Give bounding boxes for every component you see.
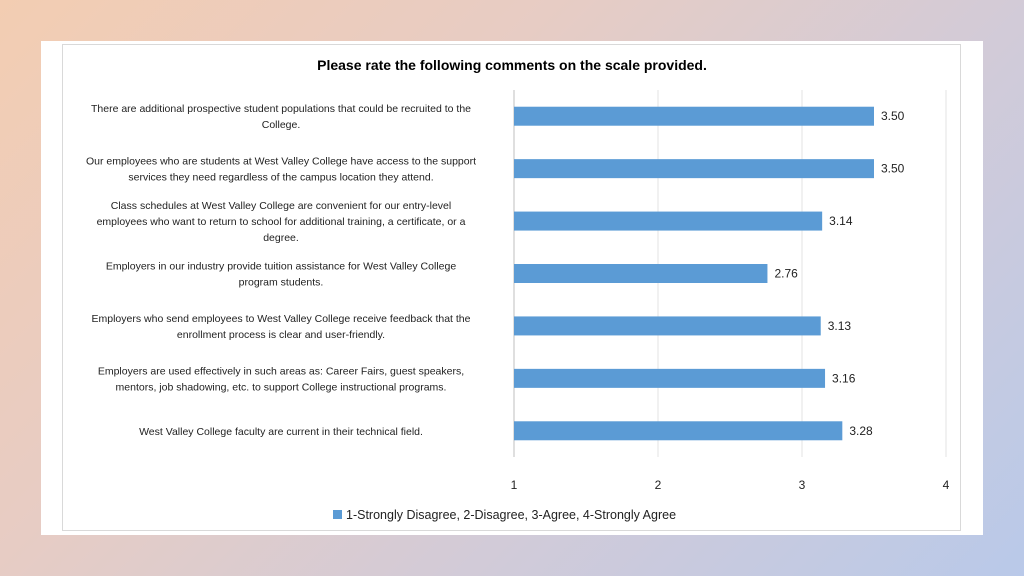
legend: 1-Strongly Disagree, 2-Disagree, 3-Agree… — [333, 508, 676, 522]
x-axis-ticks: 1 2 3 4 — [511, 478, 950, 492]
tick-label: 1 — [511, 478, 518, 492]
bar — [514, 106, 874, 126]
bar — [514, 159, 874, 179]
category-label-line: Our employees who are students at West V… — [86, 156, 476, 168]
category-label-line: Employers who send employees to West Val… — [92, 313, 471, 325]
bar — [514, 421, 843, 441]
category-label-line: employees who want to return to school f… — [97, 216, 466, 228]
data-label: 3.14 — [829, 214, 853, 228]
bar — [514, 316, 821, 336]
category-label: Employers are used effectively in such a… — [98, 365, 464, 393]
tick-label: 4 — [943, 478, 950, 492]
bar — [514, 211, 823, 231]
legend-swatch — [333, 510, 342, 519]
category-label: Our employees who are students at West V… — [86, 156, 476, 184]
category-label-line: mentors, job shadowing, etc. to support … — [116, 381, 447, 393]
category-labels: There are additional prospective student… — [86, 103, 476, 438]
category-label-line: Class schedules at West Valley College a… — [111, 200, 451, 212]
chart-card: Please rate the following comments on th… — [41, 41, 983, 535]
tick-label: 2 — [655, 478, 662, 492]
category-label-line: College. — [262, 119, 301, 131]
data-label: 3.28 — [849, 424, 873, 438]
tick-label: 3 — [799, 478, 806, 492]
category-label-line: enrollment process is clear and user-fri… — [177, 329, 385, 341]
category-label-line: Employers in our industry provide tuitio… — [106, 261, 457, 273]
data-label: 3.16 — [832, 371, 856, 385]
category-label: There are additional prospective student… — [91, 103, 471, 131]
data-label: 2.76 — [774, 267, 798, 281]
data-labels: 3.50 3.50 3.14 2.76 3.13 3.16 3.28 — [774, 109, 904, 438]
data-label: 3.13 — [828, 319, 852, 333]
bar — [514, 368, 826, 388]
bars — [514, 106, 874, 441]
bar — [514, 264, 768, 283]
category-label: Employers in our industry provide tuitio… — [106, 261, 457, 289]
data-label: 3.50 — [881, 109, 905, 123]
category-label-line: There are additional prospective student… — [91, 103, 471, 115]
category-label-line: program students. — [239, 277, 324, 289]
category-label: Employers who send employees to West Val… — [92, 313, 471, 341]
data-label: 3.50 — [881, 162, 905, 176]
legend-label: 1-Strongly Disagree, 2-Disagree, 3-Agree… — [346, 508, 676, 522]
category-label-line: Employers are used effectively in such a… — [98, 365, 464, 377]
chart-title: Please rate the following comments on th… — [317, 57, 707, 73]
chart-frame: Please rate the following comments on th… — [62, 44, 961, 531]
category-label-line: degree. — [263, 232, 299, 244]
rating-bar-chart: Please rate the following comments on th… — [86, 57, 950, 522]
category-label-line: West Valley College faculty are current … — [139, 426, 423, 438]
category-label: West Valley College faculty are current … — [139, 426, 423, 438]
category-label: Class schedules at West Valley College a… — [97, 200, 466, 244]
category-label-line: services they need regardless of the cam… — [128, 172, 433, 184]
